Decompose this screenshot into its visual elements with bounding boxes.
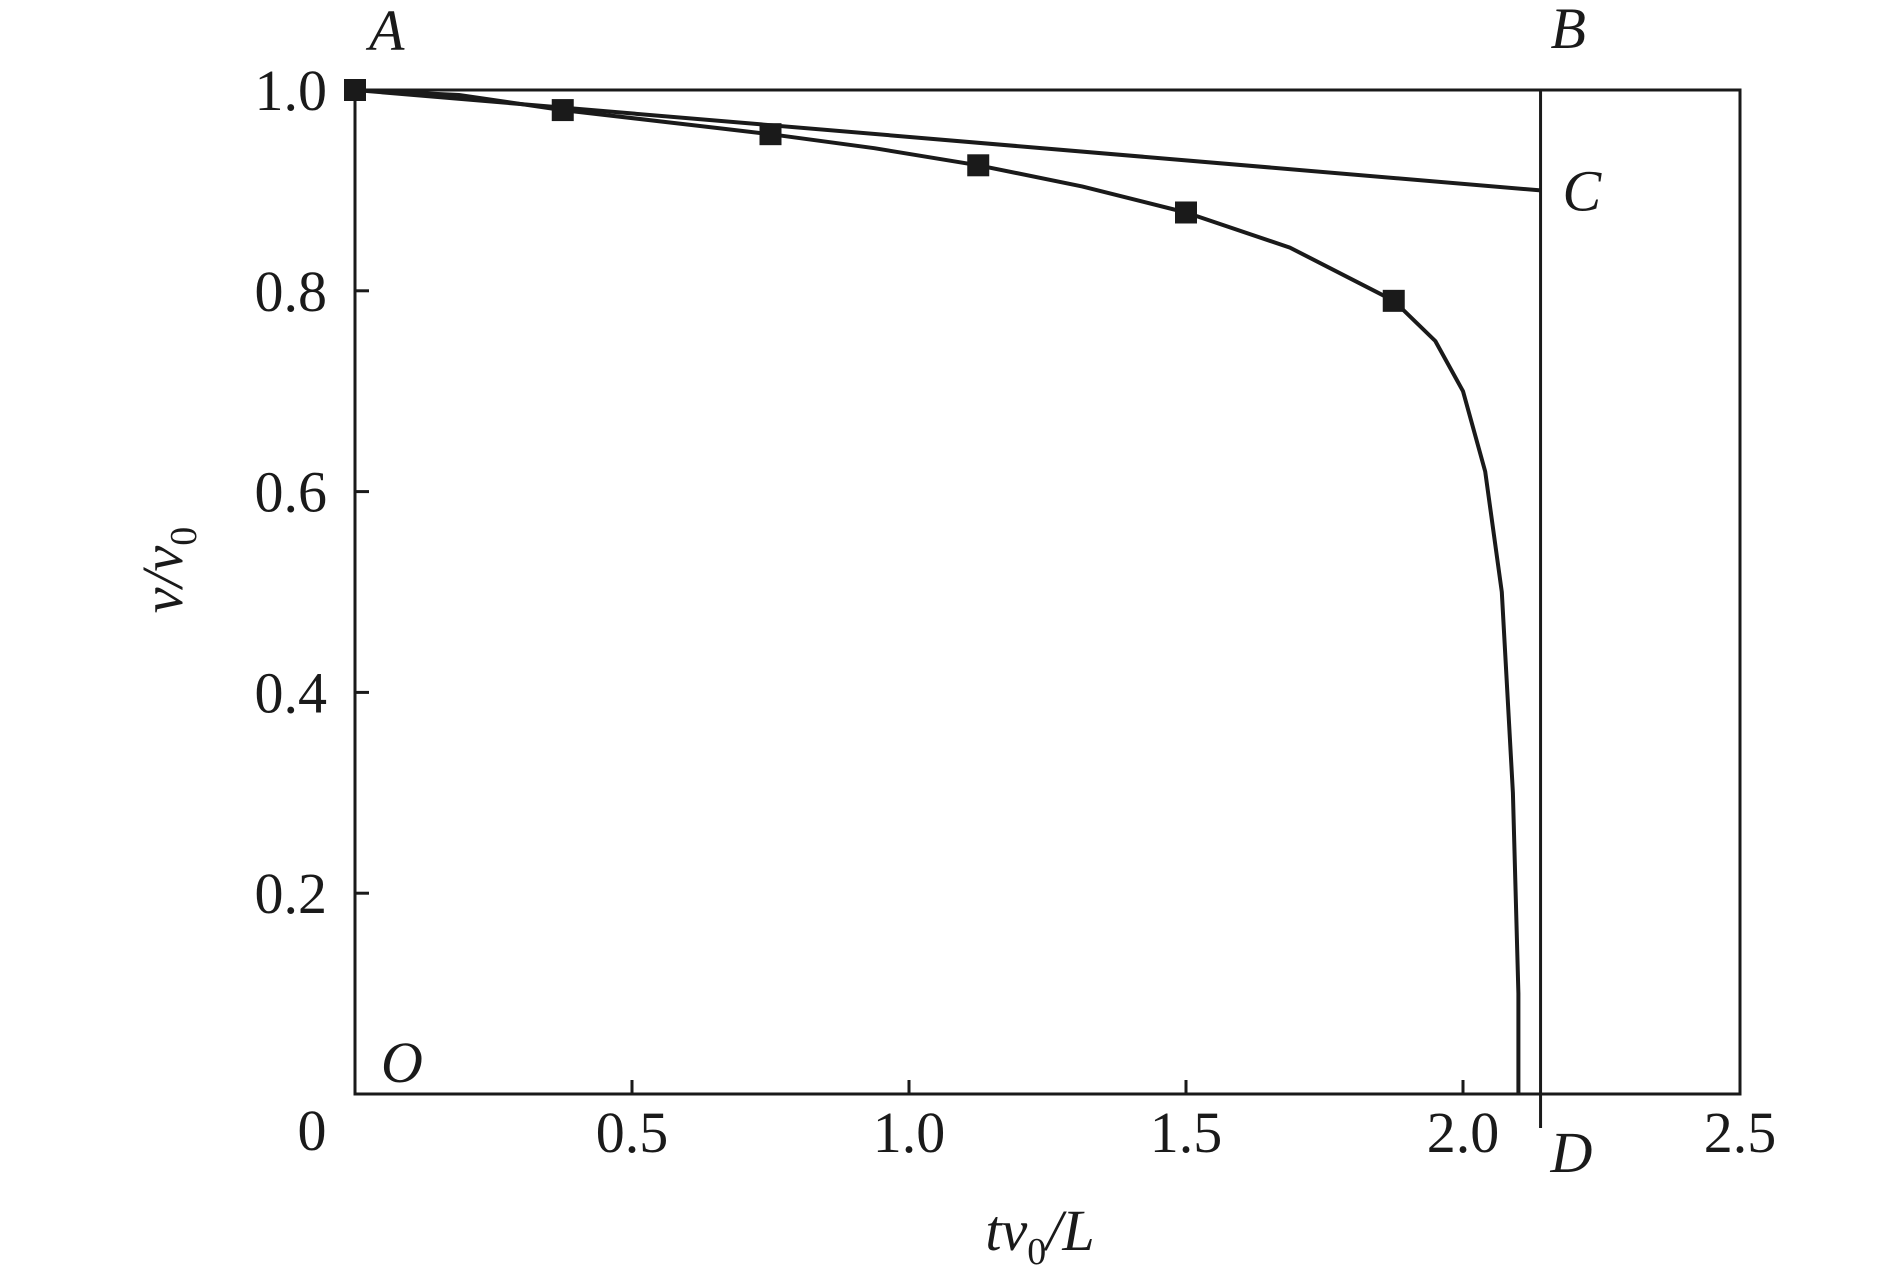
data-marker xyxy=(759,123,782,146)
y-tick-label: 0.2 xyxy=(255,861,328,926)
x-axis-title: tv0/L xyxy=(985,1198,1094,1273)
y-tick-label: 1.0 xyxy=(255,58,328,123)
data-marker xyxy=(551,99,574,122)
point-label-b: B xyxy=(1551,0,1586,61)
x-axis-title-sub: 0 xyxy=(1027,1231,1046,1273)
series-line-1 xyxy=(354,88,1521,1094)
data-marker xyxy=(1175,201,1197,224)
y-tick-label: 0.4 xyxy=(255,660,328,725)
y-tick-label: 0.8 xyxy=(255,259,328,324)
origin-label: 0 xyxy=(298,1098,327,1163)
x-tick-label: 0.5 xyxy=(596,1100,669,1165)
y-axis-title: v/v0 xyxy=(130,527,205,614)
x-tick-label: 2.5 xyxy=(1704,1100,1777,1165)
marker-layer xyxy=(344,79,1405,312)
series-line-2 xyxy=(354,88,1541,193)
x-tick-label: 1.5 xyxy=(1150,1100,1223,1165)
axis-ticks: 0.5 1.0 1.5 2.0 2.5 0.2 0.4 0.6 0.8 1.0 xyxy=(255,58,1777,1165)
series-layer xyxy=(354,88,1541,1094)
point-label-o: O xyxy=(381,1030,423,1095)
reference-lines xyxy=(355,88,1543,1128)
y-axis-title-sub: 0 xyxy=(163,527,205,546)
plot-border xyxy=(353,88,1742,1096)
y-axis-title-main: v/v xyxy=(130,545,195,613)
x-tick-label: 2.0 xyxy=(1427,1100,1500,1165)
point-label-d: D xyxy=(1550,1120,1593,1185)
x-axis-title-tail: /L xyxy=(1043,1198,1094,1263)
plot-frame xyxy=(353,88,1742,1096)
y-tick-label: 0.6 xyxy=(255,460,328,525)
data-marker xyxy=(1382,289,1405,312)
x-axis-title-main: tv xyxy=(985,1198,1027,1263)
point-label-a: A xyxy=(365,0,405,63)
point-label-c: C xyxy=(1563,158,1603,223)
x-tick-label: 1.0 xyxy=(873,1100,946,1165)
data-marker xyxy=(967,154,990,177)
point-labels: A B C D O xyxy=(365,0,1603,1185)
